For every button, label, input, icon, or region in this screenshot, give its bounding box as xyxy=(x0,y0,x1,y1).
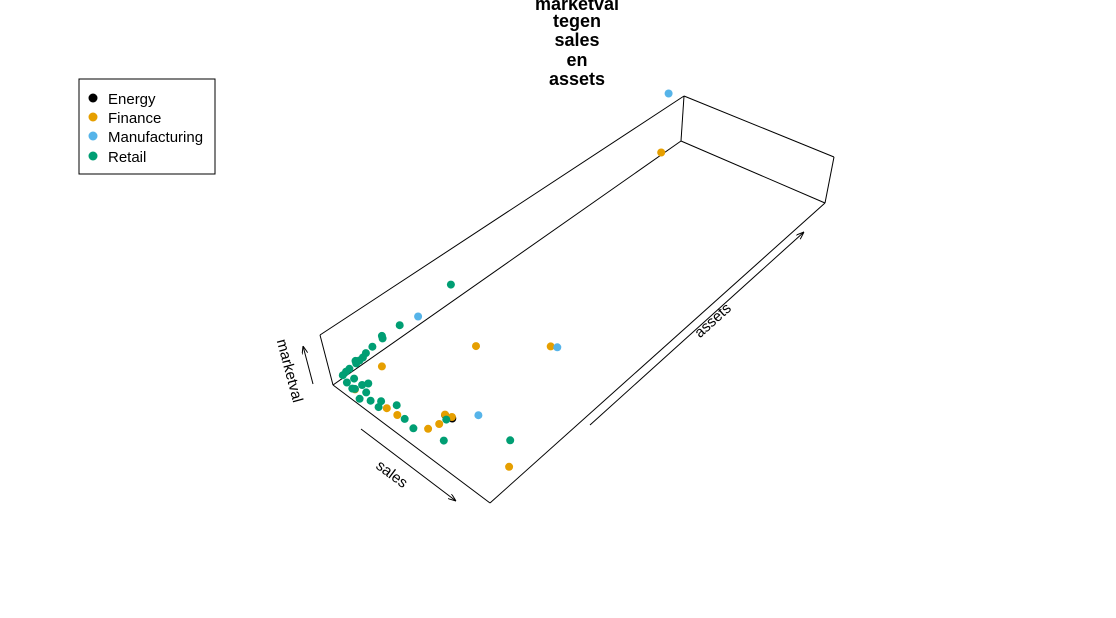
chart-title-line: tegen xyxy=(553,11,601,31)
data-point-finance xyxy=(505,462,514,471)
data-point-retail xyxy=(378,334,387,343)
data-point-manufacturing xyxy=(474,411,483,420)
sales-axis-arrow xyxy=(360,428,456,501)
marketval-axis-arrow xyxy=(303,346,314,385)
data-point-manufacturing xyxy=(664,89,673,98)
legend-label-finance: Finance xyxy=(108,110,161,127)
box-edge xyxy=(680,140,826,204)
box-edge xyxy=(319,95,685,336)
data-point-retail xyxy=(395,321,404,330)
legend-marker-manufacturing xyxy=(88,131,98,141)
box-edge xyxy=(332,140,682,386)
data-point-finance xyxy=(546,342,555,351)
data-point-retail xyxy=(338,371,347,380)
plot-box xyxy=(319,95,835,504)
assets-axis-arrow xyxy=(589,232,804,426)
data-point-retail xyxy=(362,388,371,397)
box-edge xyxy=(824,156,835,204)
marketval-axis-label: marketval xyxy=(273,337,306,404)
legend-label-manufacturing: Manufacturing xyxy=(108,129,203,146)
legend: Energy Finance Manufacturing Retail xyxy=(78,78,216,175)
box-edge xyxy=(680,95,685,142)
box-edge xyxy=(332,384,491,504)
chart-title-line: sales xyxy=(554,30,599,50)
data-point-retail xyxy=(364,379,373,388)
legend-box xyxy=(78,78,216,175)
data-point-finance xyxy=(377,362,386,371)
legend-marker-finance xyxy=(88,112,98,122)
legend-label-energy: Energy xyxy=(108,91,156,108)
data-point-retail xyxy=(342,378,351,387)
data-point-finance xyxy=(657,148,666,157)
legend-marker-retail xyxy=(88,151,98,161)
assets-axis-label: assets xyxy=(691,300,735,342)
data-point-retail xyxy=(446,280,455,289)
box-edge xyxy=(683,95,835,158)
data-points xyxy=(338,89,673,471)
data-point-finance xyxy=(382,404,391,413)
box-edge xyxy=(489,202,826,504)
chart-title-line: assets xyxy=(549,69,605,89)
data-point-retail xyxy=(409,424,418,433)
data-point-finance xyxy=(424,424,433,433)
chart-title-line: en xyxy=(566,50,587,70)
data-point-finance xyxy=(472,342,480,351)
data-point-retail xyxy=(439,436,448,445)
legend-marker-energy xyxy=(88,93,98,103)
data-point-manufacturing xyxy=(553,343,562,352)
data-point-retail xyxy=(374,403,383,412)
data-point-retail xyxy=(350,374,359,383)
data-point-retail xyxy=(348,384,357,393)
chart-title: marketval tegen sales en assets xyxy=(535,0,619,89)
data-point-retail xyxy=(368,342,377,351)
data-point-retail xyxy=(392,401,401,410)
data-point-retail xyxy=(400,414,409,423)
data-point-retail xyxy=(442,415,451,424)
data-point-retail xyxy=(358,381,367,389)
legend-label-retail: Retail xyxy=(108,149,146,166)
data-point-retail xyxy=(351,356,360,365)
chart-title-line: marketval xyxy=(535,0,619,14)
data-point-retail xyxy=(506,436,515,445)
data-point-finance xyxy=(435,420,444,428)
data-point-manufacturing xyxy=(414,312,423,321)
data-point-finance xyxy=(393,411,402,419)
data-point-retail xyxy=(355,394,364,403)
data-point-retail xyxy=(366,396,375,405)
box-edge xyxy=(319,334,334,386)
